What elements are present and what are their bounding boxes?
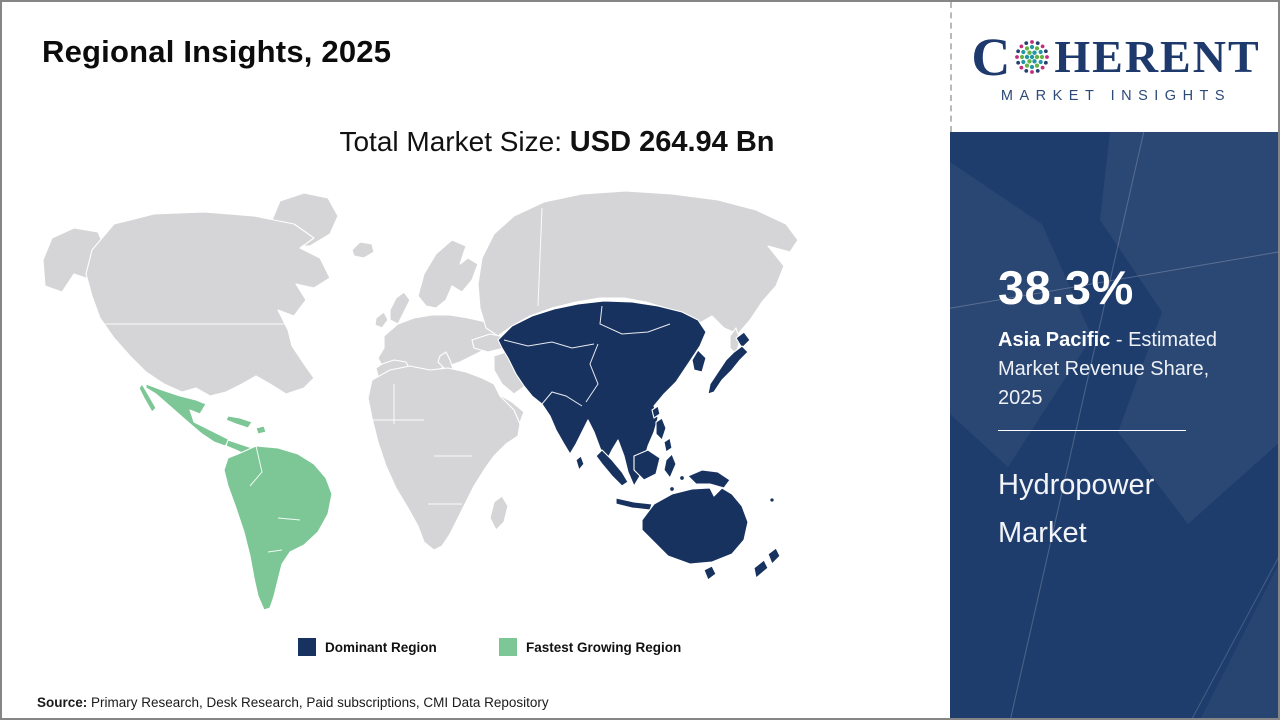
map-timor (669, 486, 675, 492)
map-cuba (225, 415, 253, 429)
map-south-america (223, 445, 333, 611)
sidebar-watermark (950, 132, 1278, 718)
map-sumatra (595, 449, 629, 487)
map-java (615, 497, 653, 511)
map-russia (477, 190, 799, 337)
map-philippines (655, 417, 667, 441)
legend-swatch-dominant (298, 638, 316, 656)
legend-label-fastest-growing: Fastest Growing Region (526, 639, 682, 655)
map-region-asia-pacific (497, 300, 781, 581)
legend-label-dominant: Dominant Region (325, 639, 437, 655)
share-description: Asia Pacific - Estimated Market Revenue … (998, 326, 1243, 412)
map-sakhalin (729, 327, 741, 355)
source-text: Primary Research, Desk Research, Paid su… (87, 695, 549, 710)
map-fiji (769, 497, 775, 503)
map-sri-lanka (575, 455, 585, 471)
market-size-label: Total Market Size: (339, 126, 563, 157)
world-map-svg (42, 190, 799, 611)
divider-line (998, 430, 1186, 431)
map-uk (389, 291, 411, 325)
source-label: Source: (37, 695, 88, 710)
share-description-text: - Estimated Market Revenue Share, 2025 (998, 329, 1217, 409)
map-region-latin-america (138, 383, 333, 611)
map-landmass-gray (42, 190, 799, 551)
brand-subtitle: MARKET INSIGHTS (1000, 88, 1232, 104)
map-nz-south (753, 559, 769, 579)
map-ireland (374, 311, 389, 329)
map-asia-main (497, 300, 707, 487)
map-sulawesi (663, 453, 677, 479)
total-market-size: Total Market Size: USD 264.94 Bn (157, 126, 957, 159)
map-africa (367, 365, 521, 551)
share-value: 38.3% (998, 261, 1134, 314)
map-australia (641, 487, 749, 565)
map-philippines-south (663, 437, 673, 453)
brand-letter-c: C (971, 27, 1011, 87)
legend-swatch-fastest-growing (499, 638, 517, 656)
map-borneo (633, 449, 661, 481)
map-hispaniola (255, 425, 267, 435)
sidebar: 38.3% Asia Pacific - Estimated Market Re… (950, 132, 1278, 718)
brand-letters-rest: HERENT (1054, 31, 1261, 82)
market-name: Hydropower Market (998, 469, 1155, 549)
map-mexico (145, 383, 231, 447)
map-baja (138, 383, 157, 413)
map-scandinavia (417, 239, 479, 309)
map-iceland (351, 241, 375, 259)
brand-logo: C HERENT (950, 2, 1278, 132)
legend-item-dominant: Dominant Region (298, 638, 437, 656)
map-new-guinea (687, 469, 731, 489)
map-madagascar (489, 495, 509, 531)
page-title: Regional Insights, 2025 (42, 34, 392, 69)
legend-item-fastest-growing: Fastest Growing Region (499, 638, 681, 656)
share-region: Asia Pacific (998, 329, 1111, 351)
map-nz-north (767, 547, 781, 565)
map-korea (691, 349, 707, 373)
map-moluccas (679, 475, 685, 481)
source-note: Source: Primary Research, Desk Research,… (37, 695, 549, 710)
world-map (42, 188, 802, 620)
map-japan-hokkaido (735, 331, 751, 349)
map-japan-honshu (707, 345, 749, 395)
brand-wordmark: C HERENT (952, 27, 1278, 87)
dot-globe-icon (1015, 40, 1050, 74)
market-size-value: USD 264.94 Bn (569, 126, 775, 158)
map-north-america (85, 211, 331, 397)
map-tasmania (703, 565, 717, 581)
map-taiwan (651, 405, 661, 419)
